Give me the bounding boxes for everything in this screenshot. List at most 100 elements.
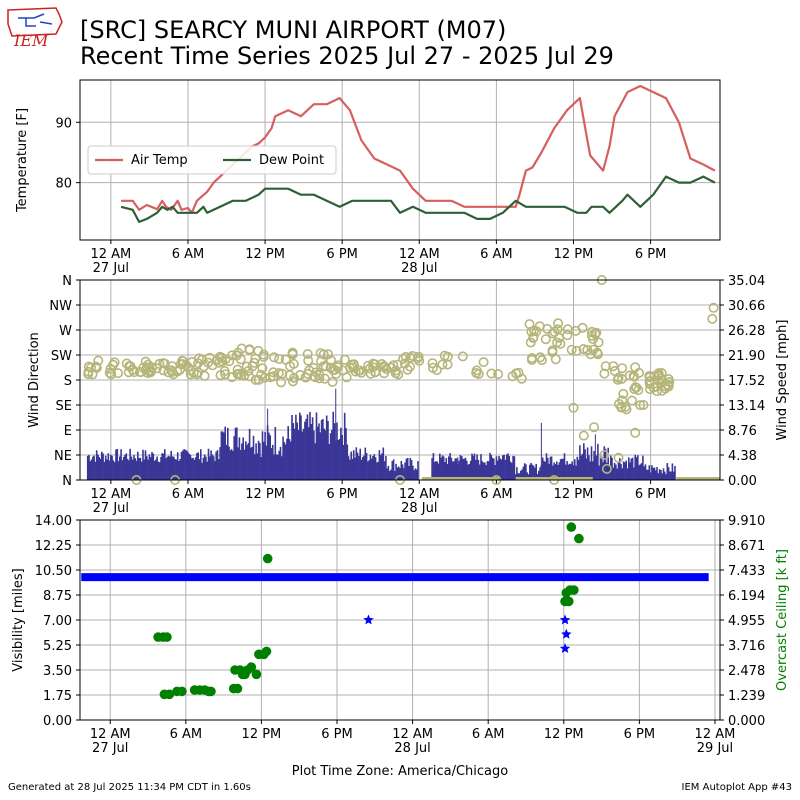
visibility-point (559, 614, 571, 625)
wind-direction-point (287, 347, 298, 358)
visibility-point (559, 643, 571, 653)
wind-direction-point (601, 463, 612, 474)
wind-direction-point (207, 360, 218, 371)
ceiling-ytick-label: 9.910 (728, 514, 765, 529)
wind-direction-point (493, 369, 504, 380)
ceiling-ytick-label: 3.716 (728, 639, 765, 654)
temp-xtick-label: 12 PM (554, 247, 594, 262)
wind-direction-point (325, 355, 336, 366)
wind-direction-point (471, 365, 482, 376)
wind-direction-point (571, 345, 582, 356)
vis-xtick-label: 6 AM (170, 727, 203, 742)
wind-plot-frame (79, 279, 721, 481)
wind-direction-point (123, 367, 134, 378)
wind-direction-point (593, 337, 604, 348)
wind-direction-ylabel: Wind Direction (27, 332, 42, 428)
logo-text: IEM (13, 31, 49, 50)
vis-xtick-sublabel: 27 Jul (92, 741, 128, 756)
series-line-dew-point (120, 175, 716, 223)
iem-logo: IEM (4, 4, 64, 56)
wind-speed-tick-label: 26.28 (728, 324, 765, 339)
wind-direction-point (234, 368, 245, 379)
ceiling-ytick-label: 2.478 (728, 664, 765, 679)
temp-plot-frame (79, 79, 721, 241)
wind-direction-point (348, 359, 359, 370)
wind-direction-point (302, 348, 313, 359)
wind-direction-point (341, 372, 352, 383)
legend-label-1: Dew Point (259, 153, 324, 168)
time-zone-xlabel: Plot Time Zone: America/Chicago (292, 764, 508, 779)
vis-xtick-label: 6 AM (472, 727, 505, 742)
wind-direction-point (525, 337, 536, 348)
temp-xtick-label: 12 AM (90, 247, 131, 262)
wind-direction-point (656, 367, 667, 378)
wind-speed-tick-label: 21.90 (728, 349, 765, 364)
wind-direction-point (276, 377, 287, 388)
wind-direction-point (327, 376, 338, 387)
wind-direction-point (108, 359, 119, 370)
visibility-ylabel: Visibility [miles] (11, 568, 26, 671)
wind-direction-point (633, 385, 644, 396)
wind-direction-point (578, 343, 589, 354)
wind-dir-tick-label: W (59, 324, 72, 339)
ceiling-ytick-label: 8.671 (728, 539, 765, 554)
wind-dir-tick-label: SE (56, 399, 72, 414)
wind-direction-point (220, 354, 231, 365)
ceiling-point (246, 662, 257, 672)
wind-direction-point (268, 371, 279, 382)
ceiling-ytick-label: 1.239 (728, 689, 765, 704)
temp-xtick-sublabel: 27 Jul (93, 261, 129, 276)
wind-direction-point (244, 344, 255, 355)
vis-ytick-label: 7.00 (43, 614, 72, 629)
series-line-air-temp (121, 84, 716, 214)
wind-direction-point (258, 351, 269, 362)
wind-direction-point (220, 369, 231, 380)
wind-direction-point (708, 302, 719, 313)
wind-direction-point (247, 361, 258, 372)
wind-xtick-label: 12 PM (245, 487, 285, 502)
wind-xtick-label: 12 PM (554, 487, 594, 502)
wind-direction-point (577, 322, 588, 333)
wind-direction-point (356, 367, 367, 378)
chart-title: [SRC] SEARCY MUNI AIRPORT (M07) (80, 16, 507, 44)
wind-direction-point (507, 371, 518, 382)
generated-timestamp: Generated at 28 Jul 2025 11:34 PM CDT in… (8, 782, 251, 793)
ceiling-point (177, 686, 187, 697)
temp-ytick-label: 80 (55, 177, 72, 192)
temp-xtick-label: 12 PM (245, 247, 285, 262)
wind-direction-point (437, 359, 448, 370)
wind-direction-point (612, 374, 623, 385)
temp-xtick-label: 6 PM (326, 247, 357, 262)
wind-xtick-label: 6 PM (326, 487, 357, 502)
ceiling-ytick-label: 4.955 (728, 614, 765, 629)
wind-xtick-label: 12 AM (399, 487, 440, 502)
vis-ytick-label: 0.00 (43, 714, 72, 729)
wind-dir-tick-label: E (64, 424, 72, 439)
wind-direction-point (536, 355, 547, 366)
wind-direction-point (193, 367, 204, 378)
vis-xtick-label: 12 PM (544, 727, 584, 742)
vis-xtick-label: 6 PM (624, 727, 655, 742)
wind-speed-tick-label: 35.04 (728, 274, 765, 289)
wind-speed-tick-label: 4.38 (728, 449, 757, 464)
wind-direction-point (412, 353, 423, 364)
wind-direction-point (183, 362, 194, 373)
wind-speed-bars (86, 388, 676, 480)
temp-xtick-label: 6 AM (480, 247, 513, 262)
wind-direction-point (617, 363, 628, 374)
wind-direction-point (707, 313, 718, 324)
wind-direction-point (273, 368, 284, 379)
wind-xtick-label: 6 AM (480, 487, 513, 502)
wind-direction-point (303, 355, 314, 366)
vis-ytick-label: 8.75 (43, 589, 72, 604)
wind-direction-point (300, 372, 311, 383)
wind-direction-point (599, 368, 610, 379)
wind-dir-tick-label: NE (54, 449, 72, 464)
vis-xtick-label: 12 AM (90, 727, 131, 742)
wind-direction-point (585, 349, 596, 360)
wind-direction-point (124, 361, 135, 372)
wind-calm-marker (421, 477, 499, 480)
wind-direction-point (618, 388, 629, 399)
wind-direction-point (660, 381, 671, 392)
